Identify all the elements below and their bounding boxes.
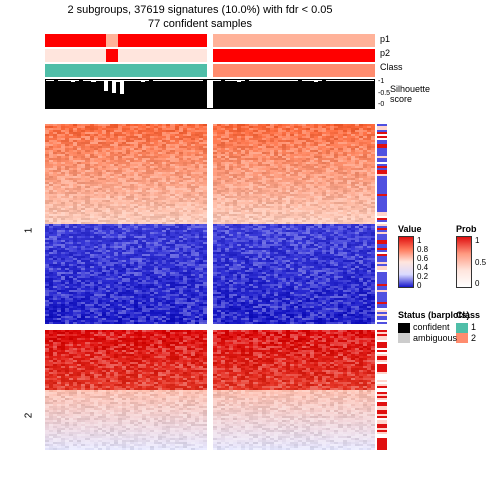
title-line-2: 77 confident samples xyxy=(0,18,400,30)
legend-value: Value 10.80.60.40.20 xyxy=(398,224,448,288)
heatmap xyxy=(45,124,375,450)
row-annotation xyxy=(377,124,387,450)
legend-prob: Prob 10.50 xyxy=(456,224,500,288)
annotation-tracks: p1p2Class-1-0.5-0Silhouettescore xyxy=(45,34,375,109)
block-2-label: 2 xyxy=(23,413,34,419)
block-1-label: 1 xyxy=(23,228,34,234)
legend-status: Status (barplots) confidentambiguous xyxy=(398,310,470,343)
title-line-1: 2 subgroups, 37619 signatures (10.0%) wi… xyxy=(0,4,400,16)
